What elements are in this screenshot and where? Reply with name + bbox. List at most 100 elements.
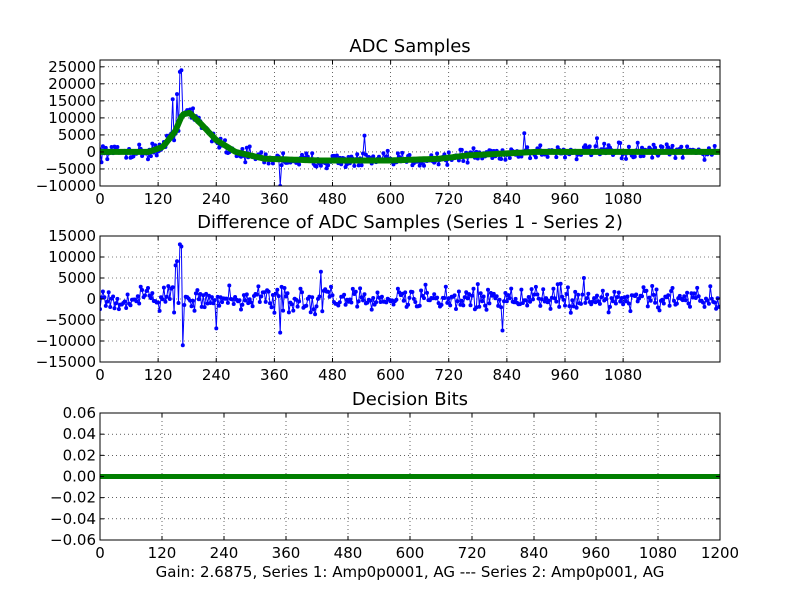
data-point: [304, 151, 309, 156]
data-point: [436, 162, 441, 167]
data-point: [172, 310, 177, 315]
data-point: [379, 294, 384, 299]
data-point: [224, 296, 229, 301]
data-point: [212, 298, 217, 303]
data-point: [705, 298, 710, 303]
data-point: [362, 292, 367, 297]
y-tick-label: 0: [86, 143, 96, 161]
data-point: [660, 297, 665, 302]
x-tick-label: 480: [318, 190, 347, 208]
data-point: [661, 301, 666, 306]
data-point: [574, 305, 579, 310]
data-point: [560, 294, 565, 299]
data-point: [350, 286, 355, 291]
x-tick-label: 480: [334, 544, 363, 562]
data-point: [112, 306, 117, 311]
data-point: [240, 147, 245, 151]
data-point: [657, 308, 662, 313]
data-point: [634, 292, 639, 297]
y-tick-label: −0.06: [50, 531, 96, 549]
x-tick-label: 720: [434, 190, 463, 208]
data-point: [454, 307, 458, 311]
data-point: [548, 306, 553, 311]
data-point: [584, 296, 589, 301]
data-point: [626, 144, 631, 149]
data-point: [609, 296, 614, 301]
data-point: [506, 293, 511, 298]
data-point: [608, 304, 612, 309]
data-point: [499, 305, 504, 310]
data-point: [114, 301, 118, 306]
x-tick-label: 840: [520, 544, 549, 562]
y-tick-label: 10000: [48, 248, 96, 266]
data-point: [625, 294, 630, 299]
data-point: [143, 293, 147, 298]
data-point: [471, 286, 476, 291]
data-point: [430, 296, 435, 301]
data-point: [677, 293, 682, 298]
data-point: [528, 299, 533, 304]
data-point: [403, 290, 408, 295]
data-point: [525, 145, 530, 150]
data-point: [446, 150, 451, 155]
plot-area: [100, 68, 720, 186]
data-point: [311, 307, 316, 312]
data-point: [465, 160, 470, 165]
y-tick-label: −5000: [45, 311, 96, 329]
x-tick-label: 600: [376, 190, 405, 208]
data-point: [249, 300, 254, 305]
data-point: [374, 300, 379, 305]
data-point: [621, 302, 626, 307]
data-point: [706, 301, 711, 306]
data-point: [650, 155, 655, 160]
data-point: [320, 309, 325, 314]
data-point: [587, 144, 592, 149]
data-point: [137, 142, 142, 147]
x-tick-label: 1080: [604, 366, 642, 384]
data-point: [167, 297, 172, 301]
data-point: [616, 290, 621, 295]
data-point: [624, 299, 628, 304]
data-point: [369, 307, 374, 312]
data-point: [595, 293, 599, 298]
y-tick-label: −10000: [36, 177, 96, 195]
data-point: [179, 244, 184, 249]
data-point: [672, 298, 676, 303]
y-tick-label: 15000: [48, 92, 96, 110]
data-point: [163, 299, 168, 304]
data-point: [605, 292, 610, 297]
data-point: [558, 281, 563, 286]
data-point: [541, 287, 546, 292]
data-point: [532, 292, 537, 297]
data-point: [195, 288, 200, 293]
data-point: [102, 295, 107, 300]
data-point: [538, 303, 543, 308]
data-point: [240, 302, 245, 307]
data-point: [199, 304, 204, 309]
x-tick-label: 960: [551, 366, 580, 384]
data-point: [300, 290, 304, 295]
data-point: [499, 157, 504, 161]
data-point: [478, 291, 483, 296]
data-point: [417, 303, 422, 308]
data-point: [239, 307, 243, 312]
data-point: [144, 289, 149, 293]
data-point: [464, 290, 469, 295]
data-point: [528, 156, 533, 161]
data-point: [674, 301, 679, 306]
data-point: [359, 163, 364, 168]
data-point: [269, 305, 274, 310]
data-point: [435, 151, 440, 156]
data-point: [531, 297, 535, 302]
y-tick-label: −0.04: [50, 510, 96, 528]
data-point: [519, 287, 524, 292]
data-point: [243, 298, 248, 303]
data-point: [135, 294, 140, 299]
data-point: [175, 259, 179, 264]
data-point: [400, 150, 405, 155]
x-tick-label: 360: [260, 190, 289, 208]
data-point: [442, 296, 447, 300]
data-point: [461, 303, 466, 308]
data-point: [481, 294, 486, 299]
data-point: [298, 286, 303, 291]
